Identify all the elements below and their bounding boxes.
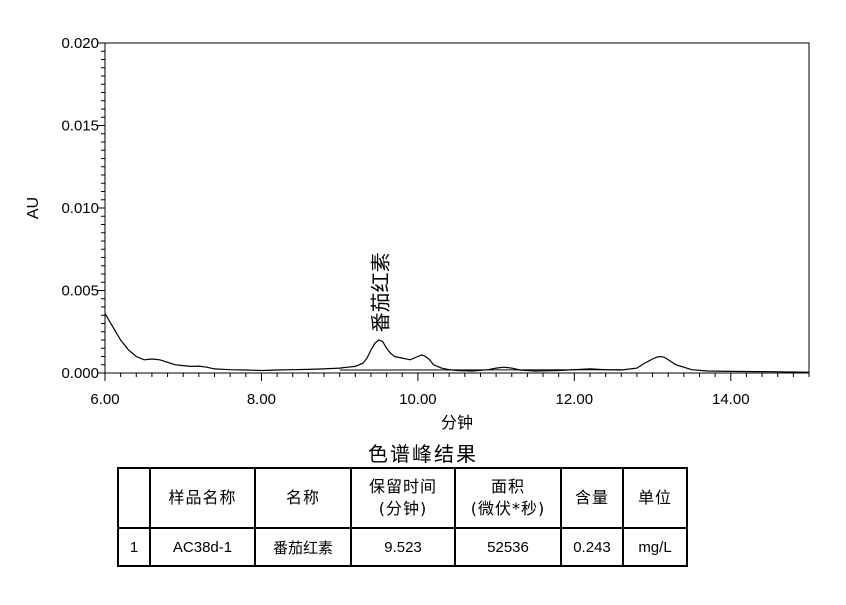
x-axis-title: 分钟 (441, 414, 473, 430)
x-axis: 6.00 8.00 10.00 12.00 14.00 (90, 373, 810, 408)
header-name: 名称 (254, 467, 352, 529)
header-area: 面积 (微伏*秒) (454, 467, 562, 529)
y-axis-title: AU (25, 197, 42, 219)
peak-label: 番茄红素 (370, 252, 393, 332)
header-index (117, 467, 151, 529)
results-title: 色谱峰结果 (368, 442, 478, 466)
y-tick-label: 0.005 (61, 283, 99, 300)
cell-content: 0.243 (560, 527, 624, 567)
x-tick-label: 10.00 (399, 391, 437, 408)
header-unit: 单位 (622, 467, 688, 529)
x-tick-label: 12.00 (556, 391, 594, 408)
series-line (104, 313, 810, 373)
plot-area (104, 42, 810, 374)
results-header-row: 样品名称 名称 保留时间 (分钟) 面积 (微伏*秒) 含量 单位 (117, 467, 688, 529)
x-tick-label: 6.00 (90, 391, 119, 408)
y-tick-label: 0.015 (61, 118, 99, 135)
x-tick-label: 14.00 (712, 391, 750, 408)
cell-area: 52536 (454, 527, 562, 567)
x-tick-label: 8.00 (247, 391, 276, 408)
header-retention-time: 保留时间 (分钟) (350, 467, 456, 529)
table-row: 1 AC38d-1 番茄红素 9.523 52536 0.243 mg/L (117, 527, 688, 567)
header-sample-name: 样品名称 (149, 467, 256, 529)
cell-index: 1 (117, 527, 151, 567)
results-table: 样品名称 名称 保留时间 (分钟) 面积 (微伏*秒) 含量 单位 1 AC38… (117, 467, 688, 567)
peak-annotations: 番茄红素 (370, 252, 393, 332)
chromatogram-chart: 0.000 0.005 0.010 0.015 0.020 6.00 8.00 10.00 1… (25, 35, 810, 430)
header-content: 含量 (560, 467, 624, 529)
y-tick-label: 0.020 (61, 35, 99, 52)
y-tick-label: 0.010 (61, 200, 99, 217)
cell-unit: mg/L (622, 527, 688, 567)
y-axis: 0.000 0.005 0.010 0.015 0.020 (61, 35, 105, 382)
cell-sample-name: AC38d-1 (149, 527, 256, 567)
cell-name: 番茄红素 (254, 527, 352, 567)
cell-retention-time: 9.523 (350, 527, 456, 567)
y-tick-label: 0.000 (61, 365, 99, 382)
